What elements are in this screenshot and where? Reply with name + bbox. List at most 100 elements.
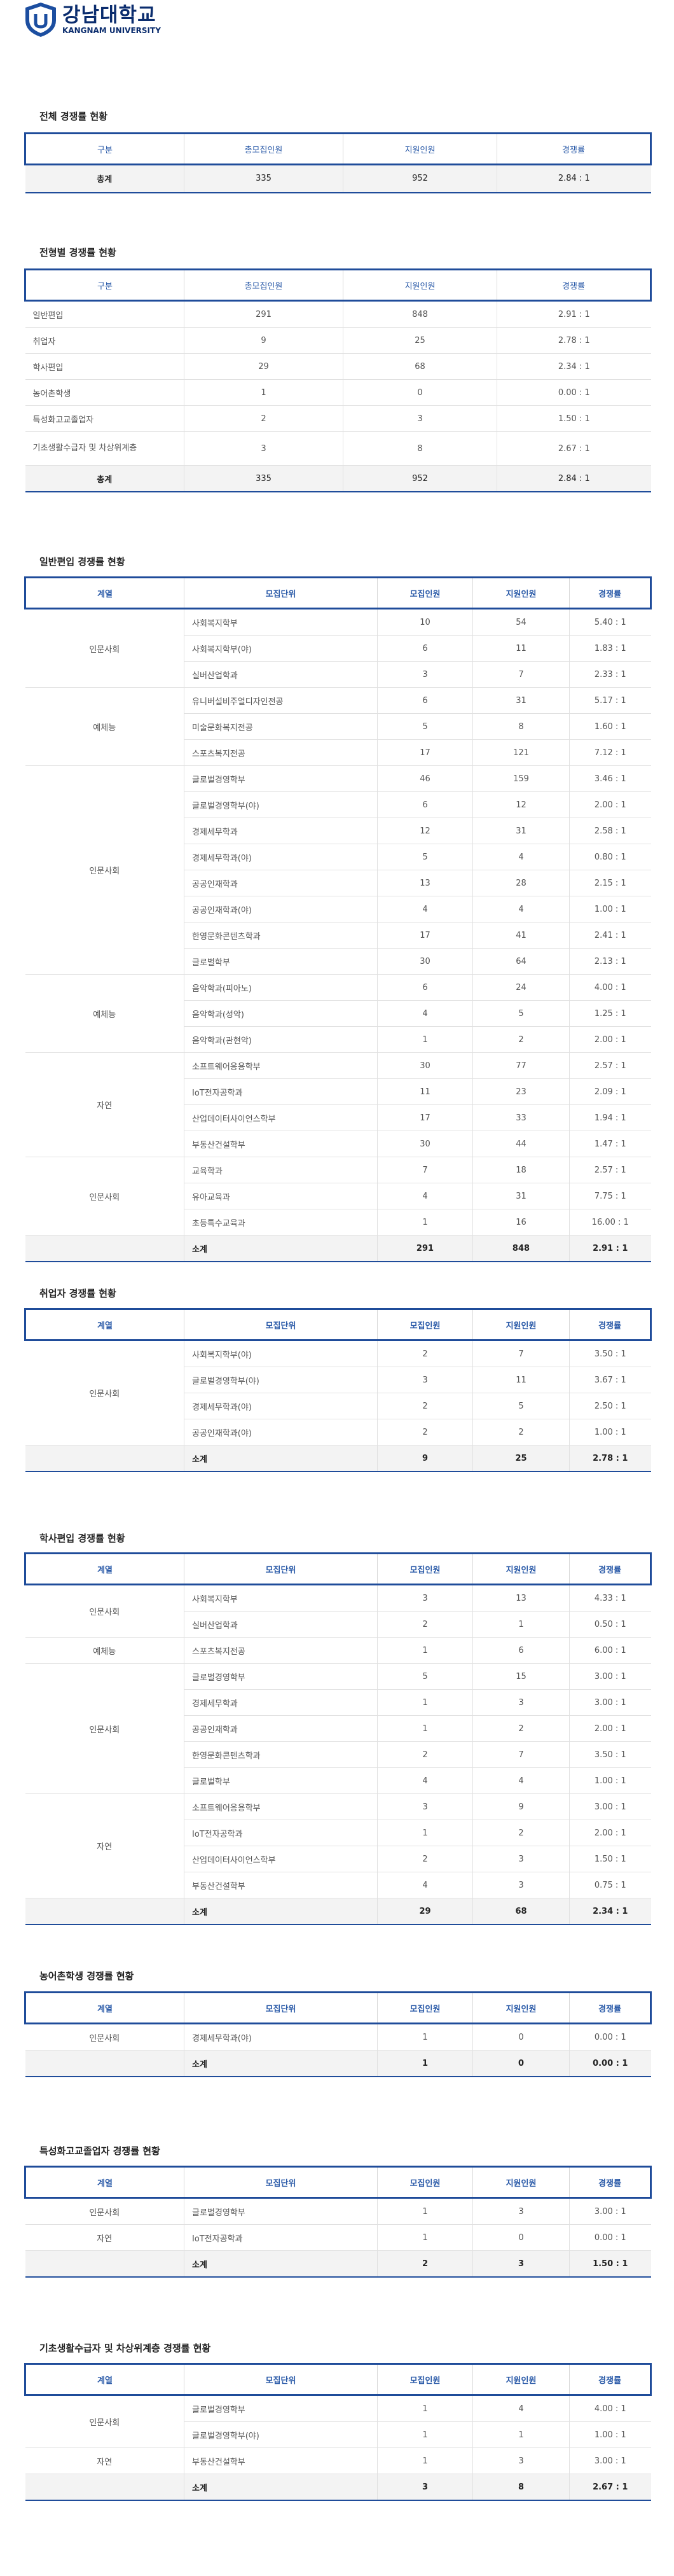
vocational-applicants: 0 [472, 2224, 570, 2251]
general-quota: 4 [377, 1183, 473, 1209]
bachelor-quota: 3 [377, 1793, 473, 1820]
bachelor-total-label: 소계 [184, 1898, 378, 1925]
by-type-title: 전형별 경쟁률 현황 [39, 247, 116, 258]
employed-quota: 3 [377, 1367, 473, 1393]
bachelor-row: 인문사회 사회복지학부 3 13 4.33 : 1 [25, 1584, 651, 1638]
by-type-quota: 3 [184, 431, 343, 466]
farm-header-ratio: 경쟁률 [569, 1991, 652, 2024]
basic-row: 자연 부동산건설학부 1 3 3.00 : 1 [25, 2447, 651, 2474]
by-type-applicants: 0 [343, 379, 497, 406]
bachelor-ratio: 3.00 : 1 [569, 1689, 651, 1716]
basic-field-cell: 인문사회 [25, 2395, 184, 2448]
general-quota: 5 [377, 713, 473, 740]
general-unit: 공공인재학과 [184, 870, 378, 896]
basic-row: 글로벌경영학부(야) 1 1 1.00 : 1 [25, 2421, 651, 2448]
bachelor-unit: 한영문화콘텐츠학과 [184, 1741, 378, 1768]
general-field-cell: 인문사회 [25, 608, 184, 688]
bachelor-field-cell: 예체능 [25, 1637, 184, 1664]
general-quota: 6 [377, 687, 473, 714]
general-quota: 30 [377, 1131, 473, 1157]
basic-header-quota: 모집인원 [377, 2363, 473, 2396]
bachelor-quota: 2 [377, 1741, 473, 1768]
employed-applicants: 2 [472, 1419, 570, 1445]
by-type-applicants: 25 [343, 327, 497, 354]
general-row: 자연 소프트웨어응용학부 30 77 2.57 : 1 [25, 1052, 651, 1157]
general-applicants: 31 [472, 687, 570, 714]
employed-field-cell: 인문사회 [25, 1340, 184, 1445]
bachelor-field-cell: 인문사회 [25, 1584, 184, 1638]
general-applicants: 7 [472, 661, 570, 688]
bachelor-quota: 2 [377, 1611, 473, 1638]
general-quota: 17 [377, 1104, 473, 1131]
employed-total-row: 소계 9 25 2.78 : 1 [25, 1445, 651, 1472]
general-row: 인문사회 글로벌경영학부 46 159 3.46 : 1 [25, 765, 651, 975]
bachelor-row: 부동산건설학부 4 3 0.75 : 1 [25, 1872, 651, 1898]
farm-total-applicants: 0 [472, 2050, 570, 2077]
general-row: 부동산건설학부 30 44 1.47 : 1 [25, 1131, 651, 1157]
vocational-title: 특성화고교졸업자 경쟁률 현황 [39, 2145, 160, 2157]
general-field-cell: 예체능 [25, 974, 184, 1053]
basic-title: 기초생활수급자 및 차상위계층 경쟁률 현황 [39, 2343, 211, 2354]
bachelor-row: 경제세무학과 1 3 3.00 : 1 [25, 1689, 651, 1716]
basic-row: 인문사회 글로벌경영학부 1 4 4.00 : 1 [25, 2395, 651, 2448]
general-quota: 17 [377, 739, 473, 766]
vocational-header-quota: 모집인원 [377, 2166, 473, 2199]
general-unit: 글로벌경영학부 [184, 765, 378, 792]
general-row: 한영문화콘텐츠학과 17 41 2.41 : 1 [25, 922, 651, 949]
general-field-cell: 예체능 [25, 687, 184, 766]
vocational-field-cell: 인문사회 [25, 2197, 184, 2225]
by-type-name: 취업자 [25, 327, 184, 354]
basic-applicants: 4 [472, 2395, 570, 2422]
farm-total-label: 소계 [184, 2050, 378, 2077]
university-emblem-icon [24, 1, 57, 38]
general-ratio: 16.00 : 1 [569, 1209, 651, 1236]
bachelor-applicants: 15 [472, 1663, 570, 1690]
general-unit: 글로벌학부 [184, 948, 378, 975]
by-type-quota: 2 [184, 405, 343, 432]
basic-header-field: 계열 [24, 2363, 184, 2396]
general-unit: 음악학과(피아노) [184, 974, 378, 1001]
farm-title: 농어촌학생 경쟁률 현황 [39, 1970, 134, 1982]
employed-unit: 글로벌경영학부(야) [184, 1367, 378, 1393]
bachelor-unit: 산업데이터사이언스학부 [184, 1846, 378, 1872]
general-ratio: 2.15 : 1 [569, 870, 651, 896]
vocational-quota: 1 [377, 2224, 473, 2251]
general-title: 일반편입 경쟁률 현황 [39, 556, 125, 567]
by-type-ratio: 1.50 : 1 [497, 405, 651, 432]
bachelor-row: 예체능 스포츠복지전공 1 6 6.00 : 1 [25, 1637, 651, 1664]
by-type-header-quota: 총모집인원 [184, 268, 343, 302]
general-unit: 소프트웨어응용학부 [184, 1052, 378, 1079]
general-total-row: 소계 291 848 2.91 : 1 [25, 1235, 651, 1262]
basic-unit: 부동산건설학부 [184, 2447, 378, 2474]
general-row: 글로벌경영학부(야) 6 12 2.00 : 1 [25, 791, 651, 818]
by-type-name: 학사편입 [25, 353, 184, 380]
bachelor-applicants: 9 [472, 1793, 570, 1820]
vocational-row: 인문사회 글로벌경영학부 1 3 3.00 : 1 [25, 2197, 651, 2225]
bachelor-unit: IoT전자공학과 [184, 1820, 378, 1846]
general-row: 예체능 음악학과(피아노) 6 24 4.00 : 1 [25, 974, 651, 1053]
farm-applicants: 0 [472, 2023, 570, 2050]
employed-applicants: 11 [472, 1367, 570, 1393]
farm-unit: 경제세무학과(야) [184, 2023, 378, 2050]
general-ratio: 5.17 : 1 [569, 687, 651, 714]
basic-quota: 1 [377, 2395, 473, 2422]
general-quota: 17 [377, 922, 473, 949]
general-ratio: 2.00 : 1 [569, 791, 651, 818]
farm-total-row: 소계 1 0 0.00 : 1 [25, 2050, 651, 2077]
bachelor-total-quota: 29 [377, 1898, 473, 1925]
employed-total-quota: 9 [377, 1445, 473, 1472]
general-quota: 6 [377, 974, 473, 1001]
by-type-name: 특성화고교졸업자 [25, 405, 184, 432]
basic-quota: 1 [377, 2447, 473, 2474]
overall-total-label: 총계 [25, 164, 184, 193]
general-unit: 사회복지학부 [184, 608, 378, 636]
logo-korean-name: 강남대학교 [62, 4, 156, 27]
general-row: 유아교육과 4 31 7.75 : 1 [25, 1183, 651, 1209]
general-applicants: 28 [472, 870, 570, 896]
bachelor-unit: 사회복지학부 [184, 1584, 378, 1612]
general-applicants: 121 [472, 739, 570, 766]
general-quota: 1 [377, 1209, 473, 1236]
vocational-header-unit: 모집단위 [184, 2166, 378, 2199]
bachelor-ratio: 2.00 : 1 [569, 1715, 651, 1742]
general-quota: 5 [377, 844, 473, 870]
